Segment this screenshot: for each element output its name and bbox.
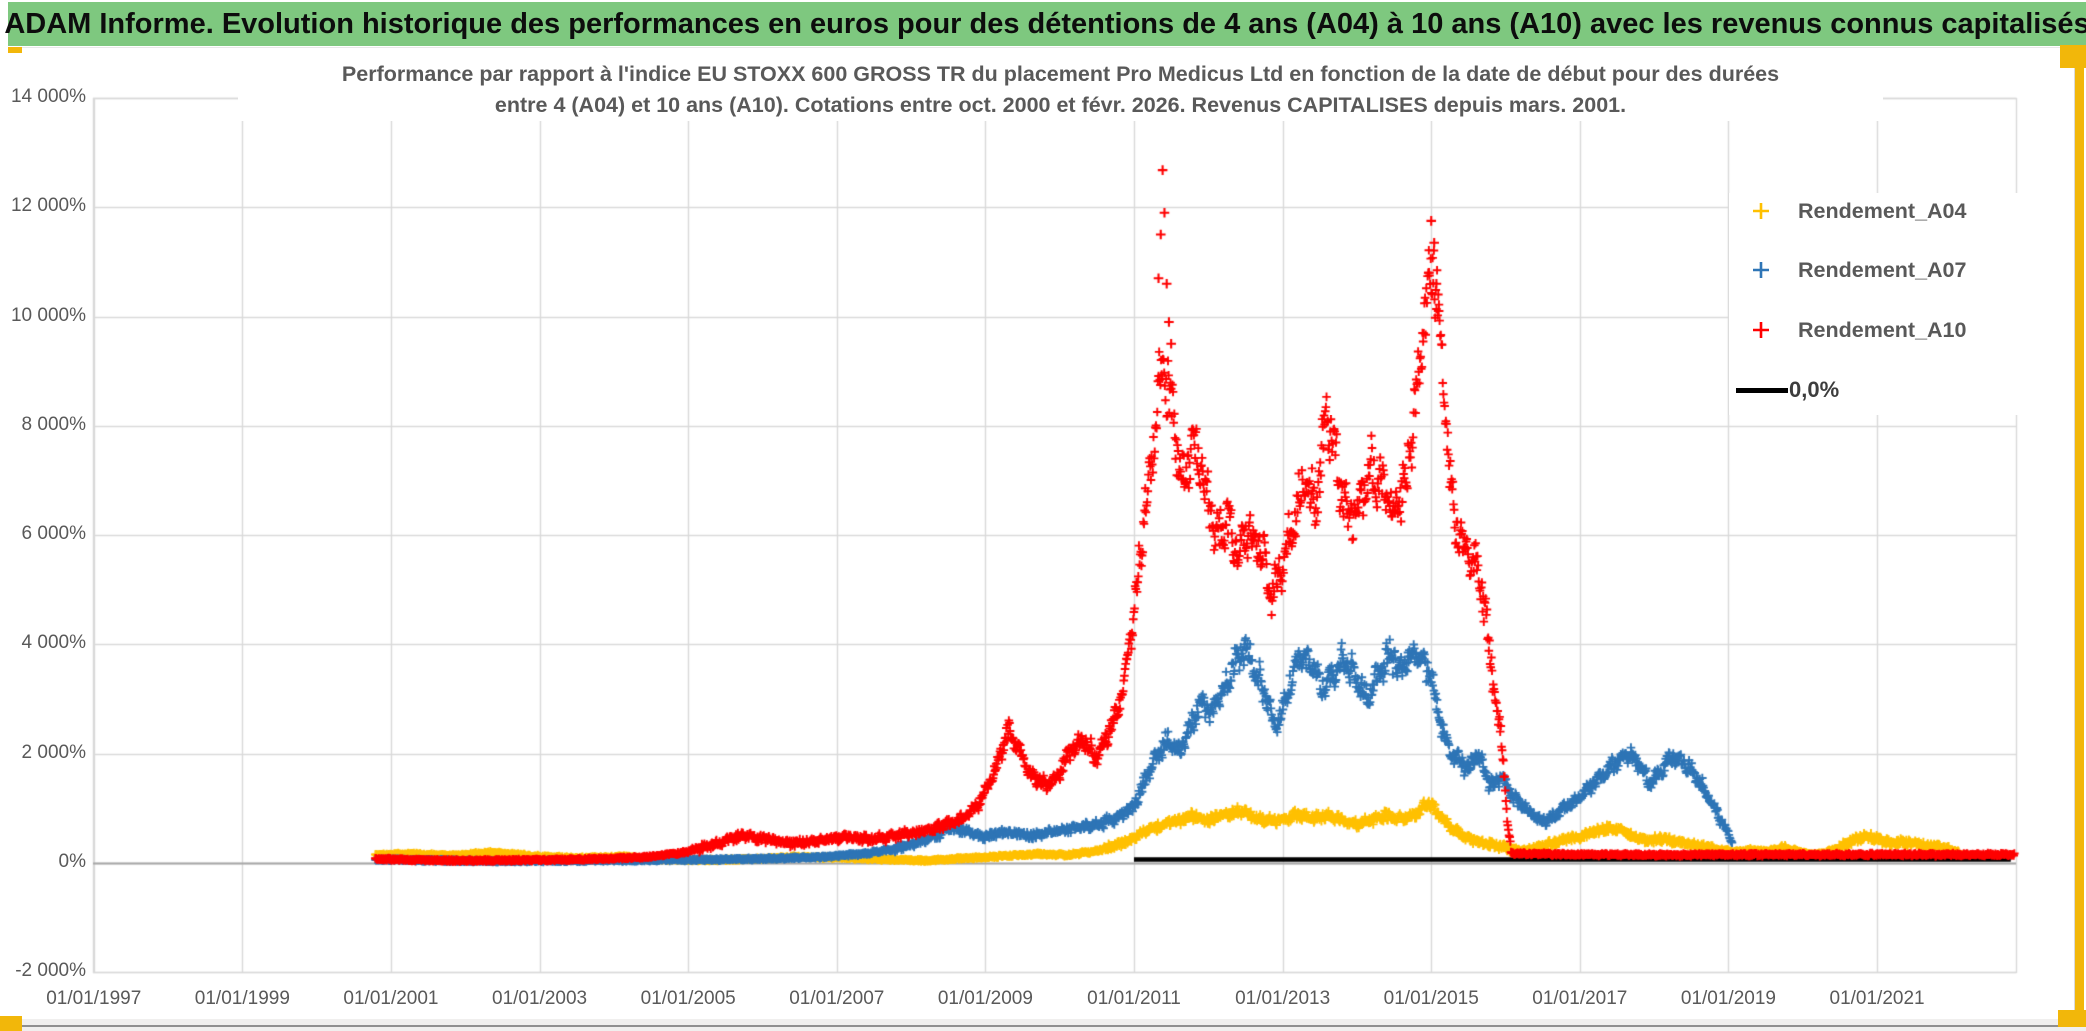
y-tick-label: 2 000% bbox=[21, 741, 86, 763]
legend-item-zero-line[interactable]: 0,0% bbox=[1736, 374, 1839, 406]
chart-title-line1: Performance par rapport à l'indice EU ST… bbox=[341, 62, 1780, 86]
gold-strip-right bbox=[2075, 66, 2084, 1014]
legend-label: Rendement_A10 bbox=[1798, 317, 1967, 342]
zero-line-swatch bbox=[1736, 387, 1788, 393]
x-tick-label: 01/01/1997 bbox=[46, 988, 142, 1009]
x-tick-label: 01/01/2011 bbox=[1087, 988, 1181, 1009]
y-tick-label: 0% bbox=[58, 850, 86, 872]
legend-item-rendement_a07[interactable]: Rendement_A07 bbox=[1750, 254, 1966, 286]
x-tick-label: 01/01/2001 bbox=[343, 988, 439, 1009]
legend bbox=[1729, 193, 2065, 415]
x-tick-label: 01/01/2005 bbox=[640, 988, 736, 1009]
x-tick-label: 01/01/2019 bbox=[1680, 988, 1776, 1009]
plus-marker-icon bbox=[1753, 203, 1769, 219]
chart-title: Performance par rapport à l'indice EU ST… bbox=[238, 59, 1883, 121]
sheet-line-bottom bbox=[0, 1025, 2086, 1027]
legend-item-rendement_a10[interactable]: Rendement_A10 bbox=[1750, 314, 1966, 346]
y-tick-label: 4 000% bbox=[21, 632, 86, 654]
y-tick-label: 8 000% bbox=[21, 413, 86, 435]
y-tick-label: 10 000% bbox=[10, 304, 86, 326]
legend-label: Rendement_A04 bbox=[1798, 198, 1967, 223]
y-tick-label: 14 000% bbox=[10, 86, 86, 107]
x-tick-label: 01/01/2015 bbox=[1383, 988, 1479, 1009]
x-tick-label: 01/01/1999 bbox=[194, 988, 290, 1009]
gold-block-bottom-right bbox=[2058, 1010, 2086, 1027]
legend-item-rendement_a04[interactable]: Rendement_A04 bbox=[1750, 195, 1966, 227]
plus-marker-icon bbox=[1753, 262, 1769, 278]
gold-block-top-right bbox=[2060, 45, 2086, 68]
legend-label: Rendement_A07 bbox=[1798, 257, 1967, 282]
legend-label: 0,0% bbox=[1789, 377, 1840, 402]
x-tick-label: 01/01/2017 bbox=[1532, 988, 1628, 1009]
x-tick-label: 01/01/2021 bbox=[1829, 988, 1925, 1009]
gold-strip-bottom-left bbox=[0, 1016, 22, 1031]
x-tick-label: 01/01/2013 bbox=[1235, 988, 1331, 1009]
y-tick-label: -2 000% bbox=[15, 960, 86, 981]
y-tick-label: 6 000% bbox=[21, 523, 86, 544]
gold-notch-top-left bbox=[8, 47, 22, 53]
x-tick-label: 01/01/2007 bbox=[789, 988, 885, 1009]
y-tick-label: 12 000% bbox=[10, 195, 86, 217]
x-tick-label: 01/01/2003 bbox=[492, 988, 588, 1009]
chart-title-line2: entre 4 (A04) et 10 ans (A10). Cotations… bbox=[494, 93, 1627, 117]
plus-marker-icon bbox=[1753, 322, 1769, 338]
x-tick-label: 01/01/2009 bbox=[937, 988, 1033, 1009]
